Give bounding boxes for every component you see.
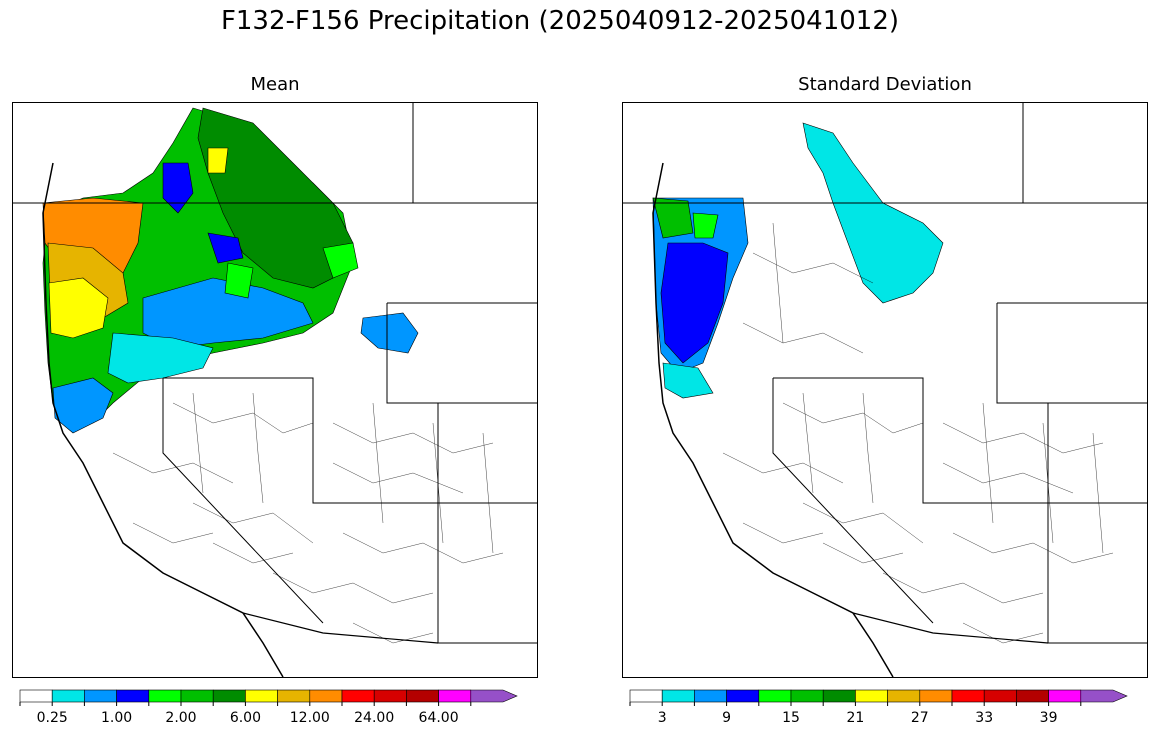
colorbar-swatch: [373, 689, 407, 703]
figure-title: F132-F156 Precipitation (2025040912-2025…: [220, 6, 900, 36]
colorbar-swatch: [212, 689, 246, 703]
stddev-precip-regions: [652, 122, 944, 399]
colorbar-tick-label: 3: [658, 710, 667, 726]
colorbar-tick-label: 24.00: [354, 710, 394, 726]
colorbar-swatch: [406, 689, 439, 703]
stddev-basin-lines: [722, 222, 1114, 644]
colorbar-tick-label: 0.25: [37, 710, 68, 726]
colorbar-tick-label: 12.00: [290, 710, 330, 726]
colorbar-swatch: [758, 689, 792, 703]
colorbar-tick-label: 1.00: [101, 710, 132, 726]
stddev-boundaries: [623, 103, 1147, 677]
colorbar-swatch: [470, 689, 518, 703]
colorbar-swatch: [277, 689, 311, 703]
colorbar-swatch: [19, 689, 53, 703]
colorbar-swatch: [309, 689, 343, 703]
colorbar-swatch: [855, 689, 888, 703]
mean-precip-regions: [42, 107, 419, 434]
colorbar-swatch: [822, 689, 856, 703]
colorbar-swatch: [180, 689, 214, 703]
stddev-map-canvas: [623, 103, 1147, 677]
colorbar-swatch: [1016, 689, 1049, 703]
colorbar-tick-label: 6.00: [230, 710, 261, 726]
colorbar-swatch: [629, 689, 663, 703]
stddev-panel-title: Standard Deviation: [798, 74, 972, 95]
mean-panel-title: Mean: [250, 74, 300, 95]
colorbar-tick-label: 21: [846, 710, 864, 726]
colorbar-tick-label: 27: [911, 710, 929, 726]
colorbar-swatch: [438, 689, 472, 703]
colorbar-swatch: [694, 689, 727, 703]
colorbar-tick-label: 39: [1040, 710, 1058, 726]
colorbar-tick-label: 2.00: [165, 710, 196, 726]
colorbar-swatch: [84, 689, 117, 703]
mean-map-canvas: [13, 103, 537, 677]
colorbar-swatch: [887, 689, 921, 703]
mean-basin-lines: [112, 392, 504, 644]
stddev-colorbar: 3 9 15 21 27 33 39: [629, 689, 1128, 726]
colorbar-swatch: [661, 689, 695, 703]
mean-map: [12, 102, 538, 678]
colorbar-swatch: [116, 689, 150, 703]
mean-colorbar: 0.25 1.00 2.00 6.00 12.00 24.00 64.00: [19, 689, 518, 726]
colorbar-swatch: [245, 689, 278, 703]
colorbar-tick-label: 15: [782, 710, 800, 726]
colorbar-swatch: [919, 689, 953, 703]
colorbar-tick-label: 9: [722, 710, 731, 726]
colorbar-tick-label: 33: [975, 710, 993, 726]
stddev-map: [622, 102, 1148, 678]
colorbar-swatch: [726, 689, 760, 703]
colorbar-swatch: [983, 689, 1017, 703]
colorbar-swatch: [51, 689, 85, 703]
colorbar-swatch: [341, 689, 375, 703]
colorbar-swatch: [790, 689, 824, 703]
colorbar-swatch: [1048, 689, 1082, 703]
colorbar-swatch: [148, 689, 182, 703]
colorbar-swatch: [1080, 689, 1128, 703]
colorbar-swatch: [951, 689, 985, 703]
colorbar-tick-label: 64.00: [419, 710, 459, 726]
